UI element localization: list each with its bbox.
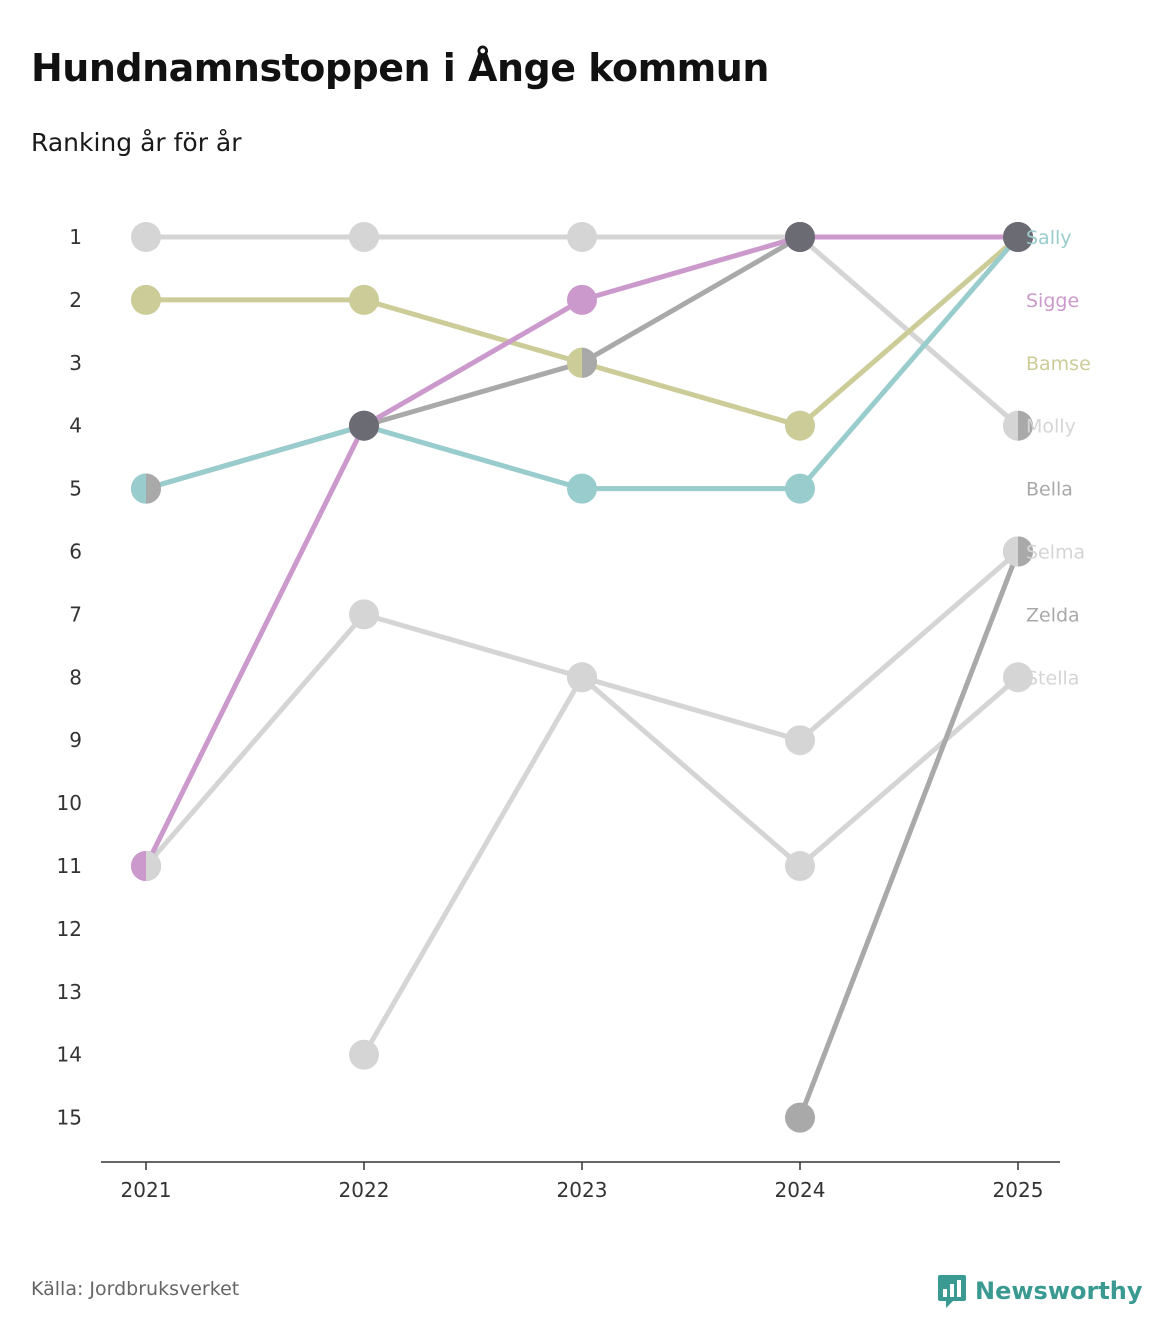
y-tick-label-15: 15 bbox=[57, 1106, 82, 1130]
point-selma-2023 bbox=[567, 662, 597, 693]
x-tick-label-2023: 2023 bbox=[557, 1178, 608, 1202]
chart-title: Hundnamnstoppen i Ånge kommun bbox=[31, 46, 769, 90]
y-tick-label-6: 6 bbox=[69, 540, 82, 564]
y-tick-label-8: 8 bbox=[69, 665, 82, 689]
point-molly-2024 bbox=[785, 1102, 815, 1133]
point-zelda-2023 bbox=[567, 222, 597, 252]
line-segment-selma bbox=[361, 611, 585, 680]
point-stella-2025 bbox=[1003, 662, 1033, 693]
series-selma bbox=[143, 549, 1021, 869]
line-segment-bamse bbox=[579, 360, 803, 429]
y-tick-label-1: 1 bbox=[69, 225, 82, 249]
line-segment-sigge bbox=[579, 234, 803, 303]
series-label-bamse: Bamse bbox=[1026, 353, 1091, 375]
point-zelda-2021 bbox=[131, 222, 161, 252]
split-marker-right-2021-5 bbox=[146, 473, 161, 504]
brand-name: Newsworthy bbox=[975, 1277, 1143, 1305]
line-segment-sigge bbox=[143, 423, 367, 869]
split-marker-right-2021-11 bbox=[146, 851, 161, 881]
y-tick-label-12: 12 bbox=[57, 917, 82, 941]
line-segment-bella bbox=[579, 234, 803, 366]
point-bamse-2021 bbox=[131, 284, 161, 315]
series-label-selma: Selma bbox=[1026, 542, 1085, 564]
overlap-marker-2025-1 bbox=[1003, 222, 1033, 252]
chart-subtitle: Ranking år för år bbox=[31, 128, 242, 157]
series-stella bbox=[361, 674, 1021, 1058]
y-tick-label-14: 14 bbox=[57, 1043, 82, 1067]
line-segment-sally bbox=[361, 423, 585, 492]
series-label-molly: Molly bbox=[1026, 416, 1076, 438]
point-selma-2024 bbox=[785, 725, 815, 756]
line-segment-selma bbox=[797, 549, 1021, 743]
y-tick-label-2: 2 bbox=[69, 288, 82, 312]
split-marker-right-2025-6 bbox=[1018, 536, 1033, 567]
split-marker-left-2025-6 bbox=[1003, 536, 1018, 567]
series-zelda bbox=[143, 234, 1021, 429]
series-sally bbox=[143, 234, 1021, 492]
line-segment-selma bbox=[579, 674, 803, 743]
y-tick-label-7: 7 bbox=[69, 602, 82, 626]
line-segment-sigge bbox=[361, 297, 585, 429]
line-segment-stella bbox=[361, 674, 585, 1058]
x-tick-label-2025: 2025 bbox=[993, 1178, 1044, 1202]
point-sally-2023 bbox=[567, 473, 597, 504]
split-marker-left-2021-5 bbox=[131, 473, 146, 504]
markers-selma bbox=[131, 536, 1033, 881]
line-segment-stella bbox=[797, 674, 1021, 869]
point-selma-2022 bbox=[349, 599, 379, 630]
series-molly bbox=[797, 549, 1021, 1121]
point-bamse-2022 bbox=[349, 284, 379, 315]
series-sigge bbox=[143, 234, 1021, 869]
series-bamse bbox=[143, 234, 1021, 429]
split-marker-right-2023-3 bbox=[582, 347, 598, 378]
newsworthy-chart-bubble-icon bbox=[938, 1275, 966, 1308]
line-segment-bella bbox=[361, 360, 585, 429]
overlap-marker-2024-1 bbox=[785, 222, 815, 252]
line-segment-stella bbox=[579, 674, 803, 869]
markers-zelda bbox=[131, 222, 1033, 441]
x-tick-label-2022: 2022 bbox=[339, 1178, 390, 1202]
line-segment-bamse bbox=[361, 297, 585, 366]
y-tick-label-10: 10 bbox=[57, 791, 82, 815]
split-marker-left-2021-11 bbox=[131, 851, 146, 881]
source-note: Källa: Jordbruksverket bbox=[31, 1278, 240, 1300]
split-marker-right-2025-4 bbox=[1018, 410, 1033, 441]
split-marker-left-2025-4 bbox=[1003, 410, 1018, 441]
line-segment-bamse bbox=[797, 234, 1021, 429]
series-label-stella: Stella bbox=[1026, 667, 1079, 689]
y-tick-label-9: 9 bbox=[69, 728, 82, 752]
y-tick-label-4: 4 bbox=[69, 414, 82, 438]
point-zelda-2022 bbox=[349, 222, 379, 252]
series-label-bella: Bella bbox=[1026, 479, 1073, 501]
x-tick-label-2024: 2024 bbox=[775, 1178, 826, 1202]
line-segment-sally bbox=[143, 423, 367, 492]
overlap-marker-2022-4 bbox=[349, 410, 379, 441]
series-label-sigge: Sigge bbox=[1026, 290, 1079, 312]
point-stella-2024 bbox=[785, 851, 815, 881]
y-tick-label-5: 5 bbox=[69, 477, 82, 501]
line-segment-sally bbox=[797, 234, 1021, 492]
series-label-sally: Sally bbox=[1026, 227, 1072, 249]
x-tick-label-2021: 2021 bbox=[121, 1178, 172, 1202]
y-tick-label-3: 3 bbox=[69, 351, 82, 375]
point-sally-2024 bbox=[785, 473, 815, 504]
newsworthy-logo[interactable]: Newsworthy bbox=[937, 1273, 1143, 1309]
line-segment-molly bbox=[797, 549, 1021, 1121]
split-marker-left-2023-3 bbox=[567, 347, 582, 378]
point-sigge-2023 bbox=[567, 284, 597, 315]
y-tick-label-13: 13 bbox=[57, 980, 82, 1004]
y-tick-label-11: 11 bbox=[57, 854, 82, 878]
markers-bamse bbox=[131, 222, 1033, 441]
series-label-zelda: Zelda bbox=[1026, 604, 1080, 626]
point-bamse-2024 bbox=[785, 410, 815, 441]
point-stella-2022 bbox=[349, 1039, 379, 1070]
line-segment-selma bbox=[143, 611, 367, 869]
markers-stella bbox=[349, 662, 1033, 1070]
